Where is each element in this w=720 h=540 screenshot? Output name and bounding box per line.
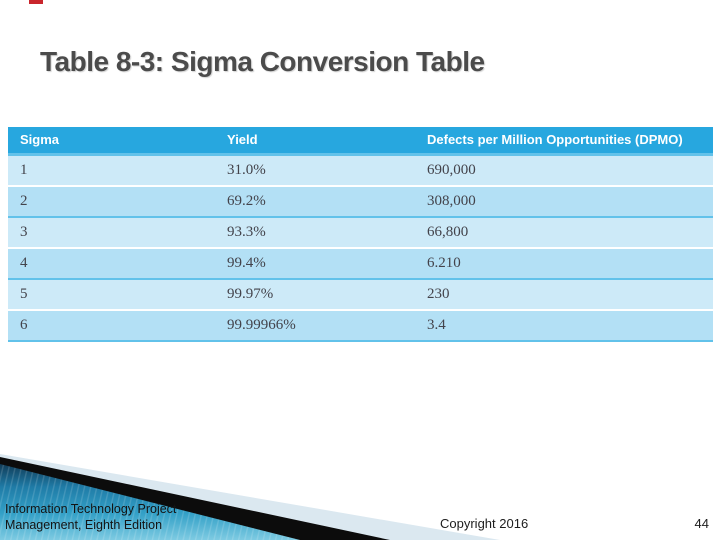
column-header-yield: Yield bbox=[227, 132, 258, 147]
cell-sigma: 5 bbox=[20, 286, 28, 302]
sigma-conversion-table: Sigma Yield Defects per Million Opportun… bbox=[8, 127, 713, 342]
cell-yield: 99.99966% bbox=[227, 317, 296, 333]
table-row: 4 99.4% 6.210 bbox=[8, 249, 713, 278]
row-separator bbox=[8, 278, 713, 280]
table-row: 5 99.97% 230 bbox=[8, 280, 713, 309]
row-separator bbox=[8, 309, 713, 311]
cell-dpmo: 690,000 bbox=[427, 162, 476, 178]
page-number: 44 bbox=[694, 516, 709, 531]
cell-sigma: 6 bbox=[20, 317, 28, 333]
red-accent-dash bbox=[29, 0, 43, 4]
cell-yield: 99.97% bbox=[227, 286, 274, 302]
cell-dpmo: 3.4 bbox=[427, 317, 446, 333]
footer-wedge-decoration bbox=[0, 454, 500, 540]
cell-yield: 93.3% bbox=[227, 224, 266, 240]
cell-sigma: 4 bbox=[20, 255, 28, 271]
cell-yield: 99.4% bbox=[227, 255, 266, 271]
table-header-row: Sigma Yield Defects per Million Opportun… bbox=[8, 127, 713, 153]
table-row: 6 99.99966% 3.4 bbox=[8, 311, 713, 340]
table-bottom-rule bbox=[8, 340, 713, 342]
cell-dpmo: 308,000 bbox=[427, 193, 476, 209]
cell-sigma: 1 bbox=[20, 162, 28, 178]
slide-title: Table 8-3: Sigma Conversion Table bbox=[40, 46, 485, 77]
cell-sigma: 3 bbox=[20, 224, 28, 240]
footer-copyright: Copyright 2016 bbox=[440, 516, 529, 531]
cell-dpmo: 230 bbox=[427, 286, 450, 302]
cell-dpmo: 6.210 bbox=[427, 255, 461, 271]
row-separator bbox=[8, 185, 713, 187]
row-separator bbox=[8, 247, 713, 249]
table-row: 2 69.2% 308,000 bbox=[8, 187, 713, 216]
column-header-sigma: Sigma bbox=[20, 132, 60, 147]
cell-yield: 69.2% bbox=[227, 193, 266, 209]
footer-book-title: Information Technology Project Managemen… bbox=[5, 502, 177, 532]
cell-sigma: 2 bbox=[20, 193, 28, 209]
row-separator bbox=[8, 216, 713, 218]
column-header-dpmo: Defects per Million Opportunities (DPMO) bbox=[427, 132, 683, 147]
header-underline bbox=[8, 153, 713, 156]
cell-dpmo: 66,800 bbox=[427, 224, 469, 240]
teal-wedge-stripes bbox=[0, 464, 300, 540]
table-row: 1 31.0% 690,000 bbox=[8, 156, 713, 185]
table-row: 3 93.3% 66,800 bbox=[8, 218, 713, 247]
cell-yield: 31.0% bbox=[227, 162, 266, 178]
